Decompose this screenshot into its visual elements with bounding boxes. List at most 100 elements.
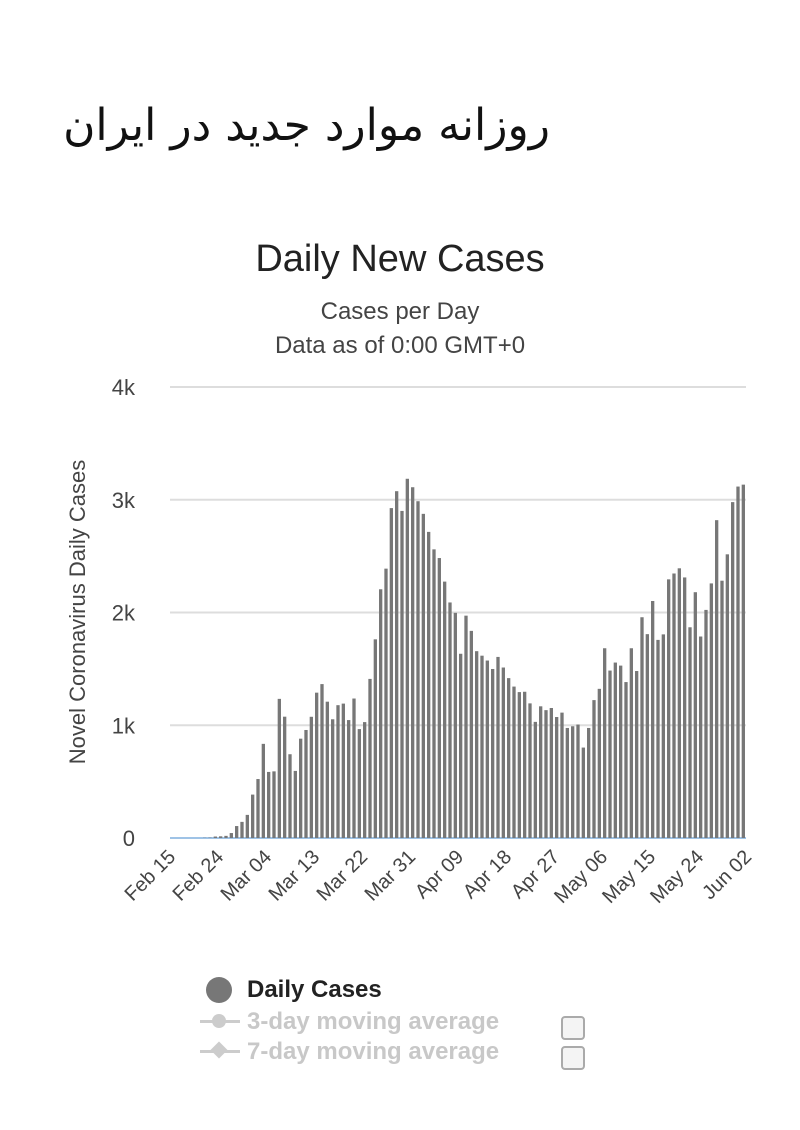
bar — [224, 835, 228, 838]
bar — [421, 513, 425, 838]
legend-label: 7-day moving average — [247, 1038, 500, 1065]
bar — [645, 634, 649, 838]
bar — [475, 651, 479, 838]
bar — [640, 617, 644, 838]
bar — [256, 779, 260, 838]
y-tick-label: 4k — [112, 375, 136, 400]
bar — [613, 662, 617, 838]
bar — [416, 501, 420, 838]
legend-7day-average[interactable]: 7-day moving average — [200, 1038, 499, 1066]
legend-label: 3-day moving average — [247, 1008, 500, 1035]
bar — [635, 671, 639, 838]
bar — [304, 729, 308, 838]
y-tick-label: 3k — [112, 488, 136, 513]
bar — [469, 630, 473, 838]
x-tick-label: May 15 — [598, 846, 660, 908]
bar — [309, 716, 313, 838]
bar — [517, 692, 521, 838]
bar — [501, 667, 505, 838]
bar — [693, 592, 697, 838]
bar — [491, 668, 495, 838]
bar — [384, 568, 388, 838]
bar — [629, 648, 633, 838]
bar — [341, 703, 345, 838]
bar — [731, 502, 735, 838]
x-tick-label: Feb 15 — [121, 846, 181, 906]
bar — [507, 678, 511, 838]
bar — [624, 682, 628, 838]
bar — [619, 665, 623, 838]
bar — [240, 821, 244, 838]
bar — [363, 722, 367, 838]
bar — [411, 487, 415, 838]
bar — [549, 707, 553, 838]
bar — [677, 568, 681, 838]
bar — [709, 583, 713, 838]
x-tick-label: Apr 18 — [459, 846, 516, 903]
bar — [245, 814, 249, 838]
bar — [725, 554, 729, 838]
toggle-3day-checkbox[interactable] — [561, 1016, 585, 1040]
bar — [405, 478, 409, 838]
bar — [661, 634, 665, 838]
bar — [528, 703, 532, 838]
bar — [523, 691, 527, 838]
chart-title: Daily New Cases — [255, 238, 545, 280]
bar — [656, 639, 660, 838]
x-tick-label: Apr 09 — [411, 846, 468, 903]
toggle-7day-checkbox[interactable] — [561, 1046, 585, 1070]
bar — [720, 580, 724, 838]
bar — [379, 589, 383, 838]
bar — [581, 747, 585, 838]
x-tick-label: Mar 13 — [265, 846, 325, 906]
bar — [736, 486, 740, 838]
bar — [448, 602, 452, 838]
bar — [672, 573, 676, 838]
bar — [427, 531, 431, 838]
bar — [293, 770, 297, 838]
bar — [496, 656, 500, 838]
bar — [464, 615, 468, 838]
bar — [219, 836, 223, 838]
y-tick-label: 2k — [112, 601, 136, 626]
bar — [267, 771, 271, 838]
bar-series — [203, 478, 745, 838]
bar — [608, 670, 612, 838]
bar — [699, 636, 703, 838]
bar — [555, 717, 559, 838]
bar — [576, 724, 580, 838]
bar — [283, 716, 287, 838]
bar — [261, 743, 265, 838]
bar — [667, 579, 671, 838]
bar — [533, 721, 537, 838]
bar — [352, 698, 356, 838]
bar — [603, 648, 607, 838]
x-tick-label: Mar 22 — [313, 846, 373, 906]
bar — [315, 692, 319, 838]
bar — [277, 698, 281, 838]
bar — [688, 627, 692, 838]
bar — [272, 771, 276, 838]
bar — [373, 639, 377, 838]
bar — [320, 684, 324, 838]
bar — [597, 688, 601, 838]
x-tick-label: Mar 04 — [217, 846, 277, 906]
bar — [389, 508, 393, 838]
bar — [587, 727, 591, 838]
y-axis-label: Novel Coronavirus Daily Cases — [65, 460, 90, 764]
bar — [235, 826, 239, 838]
bar — [715, 520, 719, 838]
bar — [683, 577, 687, 838]
bar — [704, 609, 708, 838]
bar — [539, 706, 543, 838]
bar — [432, 549, 436, 838]
bar — [368, 678, 372, 838]
bar — [443, 581, 447, 838]
page-title: روزانه موارد جدید در ایران — [63, 100, 550, 151]
bar — [651, 600, 655, 838]
legend-daily-cases[interactable]: Daily Cases — [200, 976, 382, 1004]
x-tick-label: May 24 — [646, 846, 708, 908]
legend-3day-average[interactable]: 3-day moving average — [200, 1008, 499, 1036]
